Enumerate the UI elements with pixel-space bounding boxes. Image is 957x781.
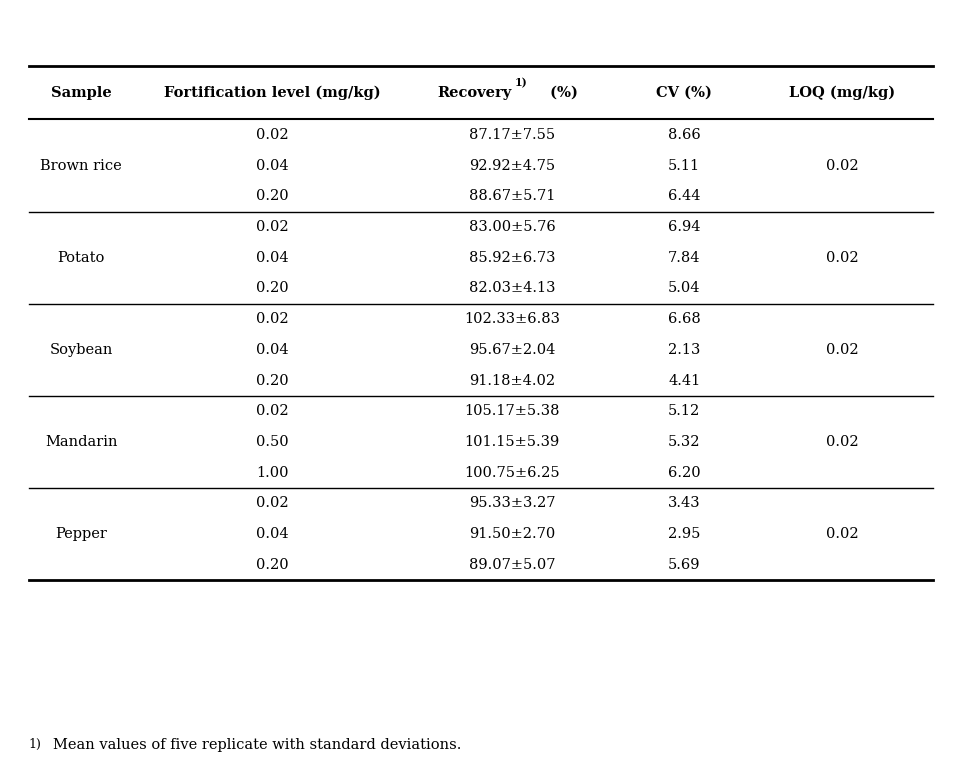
- Text: 0.02: 0.02: [256, 405, 289, 419]
- Text: 0.20: 0.20: [256, 558, 289, 572]
- Text: Recovery: Recovery: [437, 86, 512, 100]
- Text: Sample: Sample: [51, 86, 112, 100]
- Text: 6.44: 6.44: [668, 189, 701, 203]
- Text: 1): 1): [515, 77, 527, 88]
- Text: 6.94: 6.94: [668, 220, 701, 234]
- Text: 6.20: 6.20: [668, 465, 701, 480]
- Text: 5.12: 5.12: [668, 405, 701, 419]
- Text: 0.02: 0.02: [256, 128, 289, 142]
- Text: Brown rice: Brown rice: [40, 159, 122, 173]
- Text: Mandarin: Mandarin: [45, 435, 118, 449]
- Text: 0.20: 0.20: [256, 373, 289, 387]
- Text: 92.92±4.75: 92.92±4.75: [469, 159, 555, 173]
- Text: 0.02: 0.02: [256, 220, 289, 234]
- Text: 5.32: 5.32: [668, 435, 701, 449]
- Text: 91.50±2.70: 91.50±2.70: [469, 527, 555, 541]
- Text: 0.02: 0.02: [826, 435, 858, 449]
- Text: 1.00: 1.00: [256, 465, 289, 480]
- Text: 6.68: 6.68: [668, 312, 701, 326]
- Text: 0.20: 0.20: [256, 189, 289, 203]
- Text: 95.33±3.27: 95.33±3.27: [469, 497, 555, 511]
- Text: 8.66: 8.66: [668, 128, 701, 142]
- Text: LOQ (mg/kg): LOQ (mg/kg): [790, 86, 895, 100]
- Text: 105.17±5.38: 105.17±5.38: [464, 405, 560, 419]
- Text: 0.02: 0.02: [826, 527, 858, 541]
- Text: 0.04: 0.04: [256, 159, 289, 173]
- Text: 88.67±5.71: 88.67±5.71: [469, 189, 555, 203]
- Text: 5.11: 5.11: [668, 159, 701, 173]
- Text: 4.41: 4.41: [668, 373, 701, 387]
- Text: 82.03±4.13: 82.03±4.13: [469, 281, 555, 295]
- Text: Soybean: Soybean: [50, 343, 113, 357]
- Text: 0.04: 0.04: [256, 343, 289, 357]
- Text: 83.00±5.76: 83.00±5.76: [469, 220, 555, 234]
- Text: 5.69: 5.69: [668, 558, 701, 572]
- Text: 101.15±5.39: 101.15±5.39: [464, 435, 560, 449]
- Text: 100.75±6.25: 100.75±6.25: [464, 465, 560, 480]
- Text: 0.50: 0.50: [256, 435, 289, 449]
- Text: 7.84: 7.84: [668, 251, 701, 265]
- Text: 0.02: 0.02: [826, 159, 858, 173]
- Text: 1): 1): [29, 738, 41, 751]
- Text: 3.43: 3.43: [668, 497, 701, 511]
- Text: (%): (%): [545, 86, 578, 100]
- Text: Pepper: Pepper: [56, 527, 107, 541]
- Text: 0.02: 0.02: [826, 251, 858, 265]
- Text: Potato: Potato: [57, 251, 105, 265]
- Text: Mean values of five replicate with standard deviations.: Mean values of five replicate with stand…: [53, 738, 461, 752]
- Text: 0.04: 0.04: [256, 251, 289, 265]
- Text: 85.92±6.73: 85.92±6.73: [469, 251, 555, 265]
- Text: 0.20: 0.20: [256, 281, 289, 295]
- Text: 102.33±6.83: 102.33±6.83: [464, 312, 560, 326]
- Text: 0.02: 0.02: [256, 497, 289, 511]
- Text: 2.95: 2.95: [668, 527, 701, 541]
- Text: 89.07±5.07: 89.07±5.07: [469, 558, 555, 572]
- Text: 87.17±7.55: 87.17±7.55: [469, 128, 555, 142]
- Text: CV (%): CV (%): [657, 86, 712, 100]
- Text: Fortification level (mg/kg): Fortification level (mg/kg): [165, 86, 381, 100]
- Text: 2.13: 2.13: [668, 343, 701, 357]
- Text: 0.04: 0.04: [256, 527, 289, 541]
- Text: 95.67±2.04: 95.67±2.04: [469, 343, 555, 357]
- Text: 5.04: 5.04: [668, 281, 701, 295]
- Text: 0.02: 0.02: [256, 312, 289, 326]
- Text: 91.18±4.02: 91.18±4.02: [469, 373, 555, 387]
- Text: 0.02: 0.02: [826, 343, 858, 357]
